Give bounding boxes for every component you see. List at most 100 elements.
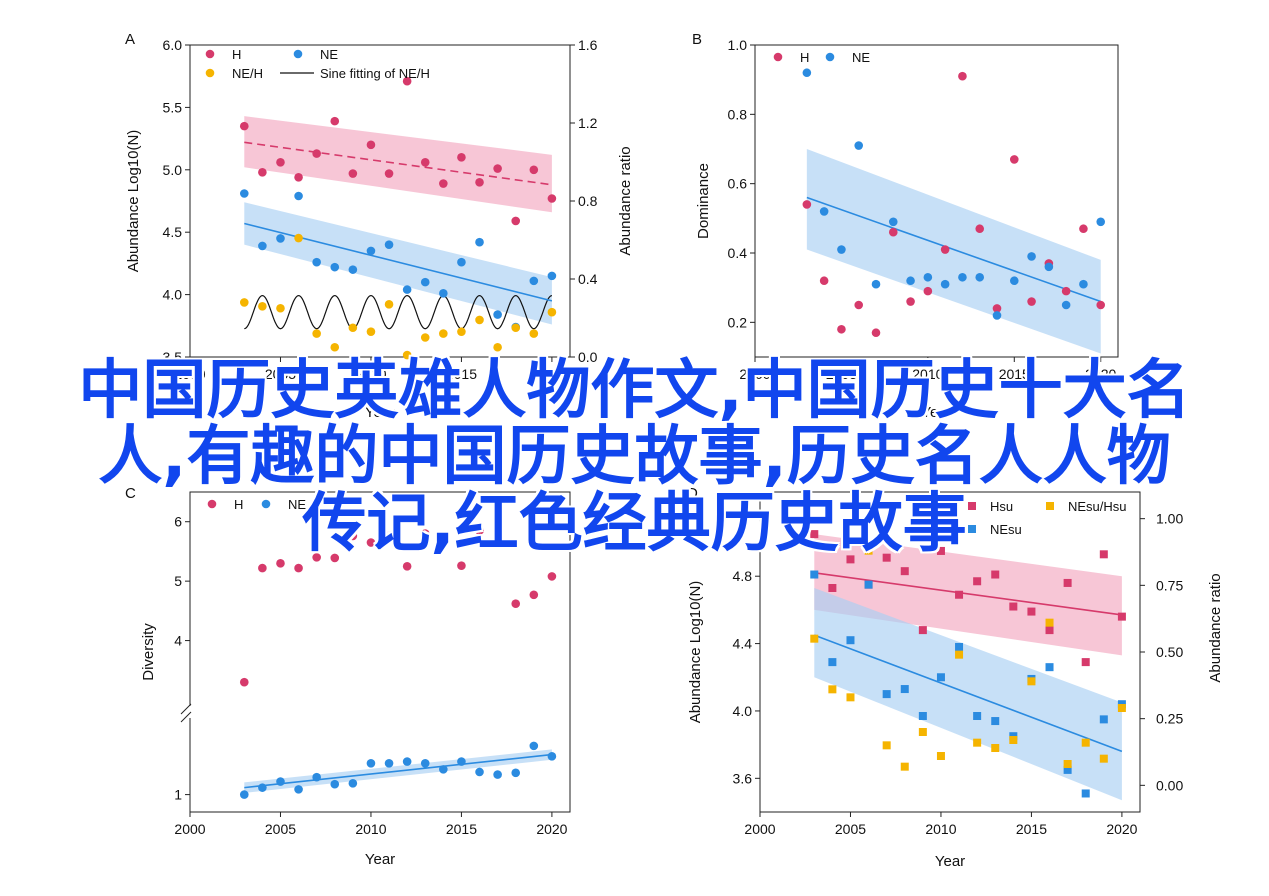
legend-label: H	[232, 47, 241, 62]
data-point	[205, 49, 215, 59]
fit-line	[814, 572, 1123, 616]
data-point	[384, 300, 394, 309]
x-tick-label: 2000	[174, 821, 205, 837]
data-point	[384, 531, 394, 541]
data-point	[1096, 217, 1106, 227]
data-point	[1027, 297, 1036, 306]
data-point	[810, 530, 819, 539]
data-point	[819, 276, 829, 286]
x-tick-label: 2010	[925, 821, 956, 837]
legend-label: NEsu/Hsu	[1068, 499, 1127, 514]
y-tick-label: 0.4	[728, 245, 748, 261]
data-point	[810, 634, 819, 643]
data-point	[1009, 602, 1018, 611]
y-tick-label: 3.6	[733, 770, 753, 786]
data-point	[1061, 300, 1071, 310]
data-point	[846, 555, 855, 564]
data-point	[529, 329, 539, 338]
data-point	[276, 303, 285, 313]
data-point	[294, 172, 303, 182]
data-point	[475, 526, 484, 535]
y-tick-label: 3.5	[163, 349, 183, 365]
x-axis-label: Year	[365, 851, 395, 868]
data-point	[348, 531, 358, 541]
data-point	[457, 257, 466, 267]
data-point	[420, 758, 430, 768]
data-point	[1061, 286, 1071, 296]
data-point	[1063, 760, 1072, 768]
x-axis-label: Year	[935, 853, 965, 870]
data-point	[493, 164, 502, 173]
sine-fit-line	[244, 294, 553, 330]
data-point	[900, 762, 909, 771]
data-point	[1079, 224, 1088, 234]
data-point	[366, 327, 376, 336]
y-tick-label: 6.0	[163, 37, 183, 53]
data-point	[276, 158, 285, 167]
x-tick-label: 2020	[536, 821, 567, 837]
x-tick-label: 2020	[1106, 821, 1137, 837]
data-point	[1099, 715, 1108, 724]
data-point	[1044, 262, 1054, 272]
data-point	[1045, 626, 1054, 635]
data-point	[294, 785, 303, 794]
data-point	[1117, 704, 1126, 712]
data-point	[239, 121, 249, 131]
data-point	[493, 310, 502, 319]
data-point	[205, 68, 215, 78]
data-point	[846, 693, 855, 702]
data-point	[1063, 765, 1072, 774]
y-axis-label: Abundance Log10(N)	[687, 581, 704, 724]
data-point	[439, 179, 448, 188]
data-point	[940, 245, 950, 254]
data-point	[810, 570, 819, 579]
data-point	[493, 770, 502, 779]
y-right-tick-label: 1.00	[1156, 511, 1183, 527]
panel-label-c: C	[125, 485, 136, 502]
y-tick-label: 4.0	[733, 703, 753, 719]
data-point	[846, 636, 855, 645]
x-tick-label: 2020	[1085, 366, 1116, 382]
data-point	[475, 177, 484, 187]
overlay-title-line-3: 传记,红色经典历史故事	[302, 487, 967, 561]
data-point	[258, 241, 267, 251]
y-right-axis-label: Abundance ratio	[1207, 573, 1224, 682]
y-tick-label: 5	[174, 573, 182, 589]
data-point	[276, 777, 285, 786]
data-point	[511, 216, 521, 226]
overlay-title-line-1: 中国历史英雄人物作文,中国历史十大名	[78, 354, 1191, 428]
data-point	[457, 561, 466, 570]
data-point	[439, 329, 448, 338]
data-point	[973, 738, 982, 747]
y-right-tick-label: 1.6	[578, 37, 598, 53]
data-point	[312, 553, 321, 562]
x-axis-label: Year	[365, 404, 395, 421]
data-point	[802, 68, 812, 78]
y-tick-label: 6	[174, 514, 182, 530]
data-point	[493, 342, 502, 352]
data-point	[402, 757, 412, 766]
y-right-axis-label: Abundance ratio	[617, 146, 634, 255]
confidence-band	[244, 202, 552, 325]
data-point	[366, 140, 376, 150]
data-point	[802, 200, 812, 209]
x-tick-label: 2000	[739, 366, 770, 382]
y-right-tick-label: 0.4	[578, 271, 598, 287]
data-point	[239, 189, 249, 198]
data-point	[420, 529, 430, 538]
legend-label: Sine fitting of NE/H	[320, 66, 430, 81]
data-point	[439, 531, 448, 541]
data-point	[1027, 252, 1036, 261]
panel-label-a: A	[125, 31, 135, 48]
data-point	[207, 499, 217, 509]
data-point	[871, 328, 881, 338]
x-tick-label: 2005	[835, 821, 866, 837]
data-point	[936, 673, 945, 682]
data-point	[239, 677, 249, 687]
data-point	[239, 298, 249, 307]
fit-line	[244, 222, 553, 302]
legend-label: Hsu	[990, 499, 1013, 514]
data-point	[1009, 736, 1018, 744]
legend-label: H	[234, 497, 243, 512]
data-point	[547, 572, 557, 581]
